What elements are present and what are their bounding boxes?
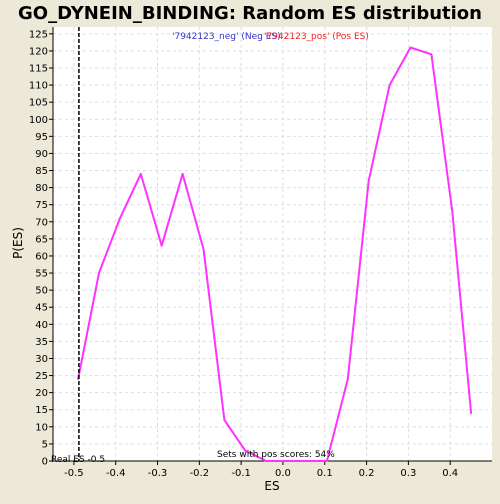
y-tick-label: 115 (29, 64, 48, 75)
x-tick-label: 0.3 (400, 468, 416, 479)
chart-title: GO_DYNEIN_BINDING: Random ES distributio… (18, 3, 482, 24)
data-point (470, 412, 473, 415)
y-tick-label: 20 (35, 388, 48, 399)
y-tick-label: 80 (35, 183, 48, 194)
y-tick-label: 90 (35, 149, 48, 160)
y-tick-label: 100 (29, 115, 48, 126)
y-tick-label: 125 (29, 29, 48, 40)
data-point (139, 172, 142, 175)
data-point (160, 244, 163, 247)
legend-neg-label: '7942123_neg' (Neg ES) (172, 32, 281, 42)
x-tick-label: -0.1 (231, 468, 251, 479)
x-tick-label: 0.1 (317, 468, 333, 479)
x-tick-label: 0.2 (359, 468, 375, 479)
y-tick-label: 70 (35, 217, 48, 228)
x-tick-label: -0.4 (106, 468, 126, 479)
data-point (244, 449, 247, 452)
data-point (202, 248, 205, 251)
data-point (223, 418, 226, 421)
x-axis-label: ES (264, 479, 279, 493)
es-distribution-line (77, 46, 473, 462)
y-tick-label: 5 (42, 439, 48, 450)
data-point (286, 460, 289, 462)
y-tick-label: 40 (35, 320, 48, 331)
y-tick-label: 55 (35, 269, 48, 280)
data-point (451, 210, 454, 213)
series-layer (77, 46, 473, 462)
data-point (97, 272, 100, 275)
data-point (265, 460, 268, 462)
x-tick-label: -0.5 (64, 468, 84, 479)
data-point (118, 217, 121, 220)
data-point (307, 460, 310, 462)
data-point (346, 377, 349, 380)
pos-scores-annotation: Sets with pos scores: 54% (217, 450, 335, 460)
y-tick-label: 35 (35, 337, 48, 348)
y-tick-label: 95 (35, 132, 48, 143)
y-tick-label: 45 (35, 303, 48, 314)
y-tick-label: 85 (35, 166, 48, 177)
x-tick-label: 0.4 (442, 468, 458, 479)
y-tick-label: 15 (35, 405, 48, 416)
y-tick-label: 65 (35, 234, 48, 245)
y-tick-label: 75 (35, 200, 48, 211)
data-point (430, 53, 433, 56)
data-point (388, 84, 391, 87)
y-tick-label: 105 (29, 98, 48, 109)
data-point (409, 46, 412, 49)
y-tick-label: 0 (42, 457, 48, 468)
y-tick-label: 120 (29, 46, 48, 57)
y-tick-label: 10 (35, 422, 48, 433)
plot-area (53, 27, 492, 461)
y-tick-label: 30 (35, 354, 48, 365)
data-point (325, 460, 328, 462)
x-tick-label: -0.3 (148, 468, 168, 479)
y-tick-label: 60 (35, 251, 48, 262)
y-axis-label: P(ES) (11, 227, 25, 259)
y-tick-label: 110 (29, 81, 48, 92)
real-es-label: Real ES -0.5 (51, 455, 105, 465)
x-tick-label: -0.2 (190, 468, 210, 479)
x-tick-label: 0.0 (275, 468, 291, 479)
y-tick-label: 25 (35, 371, 48, 382)
y-tick-label: 50 (35, 286, 48, 297)
legend-pos-label: '7942123_pos' (Pos ES) (264, 32, 369, 42)
data-point (181, 172, 184, 175)
data-point (367, 179, 370, 182)
